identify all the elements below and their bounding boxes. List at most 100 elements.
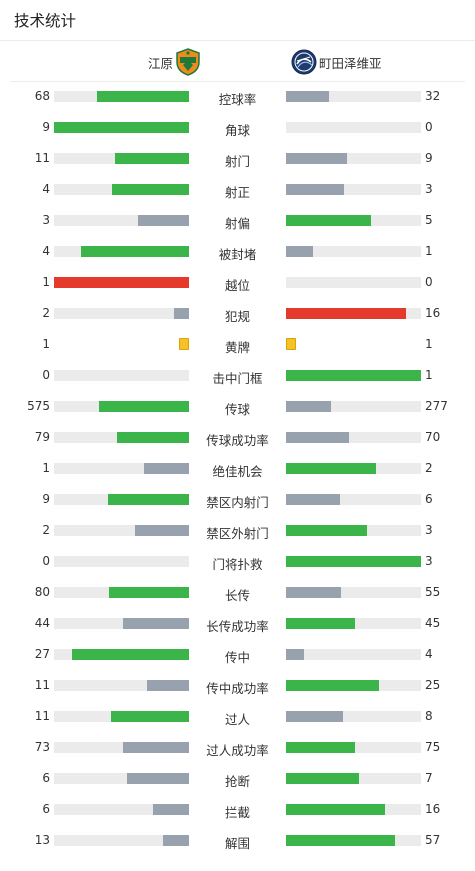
- home-stat-value: 1: [42, 275, 50, 289]
- away-stat-value: 55: [425, 585, 441, 599]
- away-stat-bar: [286, 184, 421, 195]
- stat-row: 2 禁区外射门 3: [0, 523, 475, 561]
- away-stat-bar-fill: [286, 153, 347, 164]
- home-stat-value: 80: [34, 585, 50, 599]
- away-stat-value: 5: [425, 213, 433, 227]
- home-stat-bar: [54, 277, 189, 288]
- home-stat-bar-fill: [110, 711, 189, 722]
- home-stat-value: 9: [42, 492, 50, 506]
- home-stat-bar: [54, 742, 189, 753]
- home-stat-bar-fill: [112, 184, 189, 195]
- home-stat-bar: [54, 432, 189, 443]
- away-stat-value: 16: [425, 802, 441, 816]
- stat-label: 传球成功率: [206, 433, 269, 448]
- home-stat-value: 2: [42, 523, 50, 537]
- stat-label: 过人: [224, 712, 250, 727]
- home-stat-bar-fill: [126, 773, 189, 784]
- away-stat-bar: [286, 680, 421, 691]
- away-stat-value: 1: [425, 337, 433, 351]
- home-yellow-card-icon: [179, 338, 189, 350]
- away-stat-bar: [286, 525, 421, 536]
- home-stat-bar-fill: [81, 246, 189, 257]
- away-stat-bar: [286, 215, 421, 226]
- home-stat-value: 2: [42, 306, 50, 320]
- home-stat-bar: [54, 649, 189, 660]
- home-stat-bar: [54, 184, 189, 195]
- home-stat-bar-fill: [163, 835, 189, 846]
- away-team-logo: [291, 49, 317, 75]
- home-stat-value: 6: [42, 771, 50, 785]
- stat-label: 禁区内射门: [206, 495, 269, 510]
- home-stat-bar: [54, 122, 189, 133]
- away-stat-bar-fill: [286, 556, 421, 567]
- home-stat-bar-fill: [147, 680, 189, 691]
- away-stat-bar: [286, 711, 421, 722]
- away-stat-bar-fill: [286, 432, 350, 443]
- stat-row: 79 传球成功率 70: [0, 430, 475, 468]
- home-stat-bar: [54, 308, 189, 319]
- away-stat-bar-fill: [286, 711, 343, 722]
- stat-label: 门将扑救: [212, 557, 263, 572]
- away-stat-bar: [286, 432, 421, 443]
- away-stat-bar: [286, 277, 421, 288]
- home-stat-value: 6: [42, 802, 50, 816]
- home-stat-bar: [54, 804, 189, 815]
- stat-label: 犯规: [224, 309, 250, 324]
- home-stat-value: 4: [42, 182, 50, 196]
- home-stat-bar: [54, 835, 189, 846]
- home-stat-bar: [54, 773, 189, 784]
- home-stat-bar: [54, 215, 189, 226]
- away-stat-bar-fill: [286, 773, 359, 784]
- home-stat-value: 9: [42, 120, 50, 134]
- stat-label: 长传: [224, 588, 250, 603]
- away-stat-bar-fill: [286, 525, 367, 536]
- stat-row: 80 长传 55: [0, 585, 475, 623]
- away-stat-value: 9: [425, 151, 433, 165]
- stats-list: 68 控球率 32 9 角球 0 11 射门 9 4 射正 3 3 射偏 5 4 被封堵 1 1 越位 0 2 犯规 16 1 黄…: [0, 89, 475, 871]
- home-stat-value: 13: [34, 833, 50, 847]
- home-stat-value: 11: [34, 678, 50, 692]
- stat-row: 4 射正 3: [0, 182, 475, 220]
- stat-row: 2 犯规 16: [0, 306, 475, 344]
- stat-label: 传中: [224, 650, 250, 665]
- away-stat-bar-fill: [286, 308, 407, 319]
- home-stat-bar-fill: [97, 91, 189, 102]
- away-stat-value: 2: [425, 461, 433, 475]
- home-stat-bar: [54, 587, 189, 598]
- stat-label: 拦截: [224, 805, 250, 820]
- away-stat-bar: [286, 463, 421, 474]
- stat-row: 1 黄牌 1: [0, 337, 475, 375]
- stat-label: 角球: [224, 123, 250, 138]
- away-stat-bar-fill: [286, 91, 330, 102]
- home-stat-bar-fill: [98, 401, 189, 412]
- home-stat-bar-fill: [144, 463, 189, 474]
- home-stat-bar: [54, 618, 189, 629]
- away-stat-bar-fill: [286, 370, 421, 381]
- away-stat-bar: [286, 370, 421, 381]
- away-stat-value: 1: [425, 368, 433, 382]
- away-stat-bar: [286, 618, 421, 629]
- away-stat-value: 57: [425, 833, 441, 847]
- stat-row: 3 射偏 5: [0, 213, 475, 251]
- home-stat-bar-fill: [108, 494, 189, 505]
- away-stat-value: 3: [425, 554, 433, 568]
- away-stat-bar-fill: [286, 680, 380, 691]
- away-stat-value: 45: [425, 616, 441, 630]
- stat-label: 传中成功率: [206, 681, 269, 696]
- away-stat-value: 0: [425, 275, 433, 289]
- home-stat-value: 0: [42, 368, 50, 382]
- away-stat-bar: [286, 649, 421, 660]
- home-team-logo: [176, 48, 200, 76]
- away-stat-value: 1: [425, 244, 433, 258]
- stat-label: 射门: [224, 154, 250, 169]
- away-stat-value: 6: [425, 492, 433, 506]
- away-stat-bar: [286, 401, 421, 412]
- away-stat-bar: [286, 494, 421, 505]
- stat-row: 68 控球率 32: [0, 89, 475, 127]
- away-stat-bar-fill: [286, 587, 342, 598]
- away-stat-bar: [286, 153, 421, 164]
- stat-row: 575 传球 277: [0, 399, 475, 437]
- stat-row: 6 抢断 7: [0, 771, 475, 809]
- home-team-name: 江原: [148, 56, 174, 71]
- stat-row: 9 角球 0: [0, 120, 475, 158]
